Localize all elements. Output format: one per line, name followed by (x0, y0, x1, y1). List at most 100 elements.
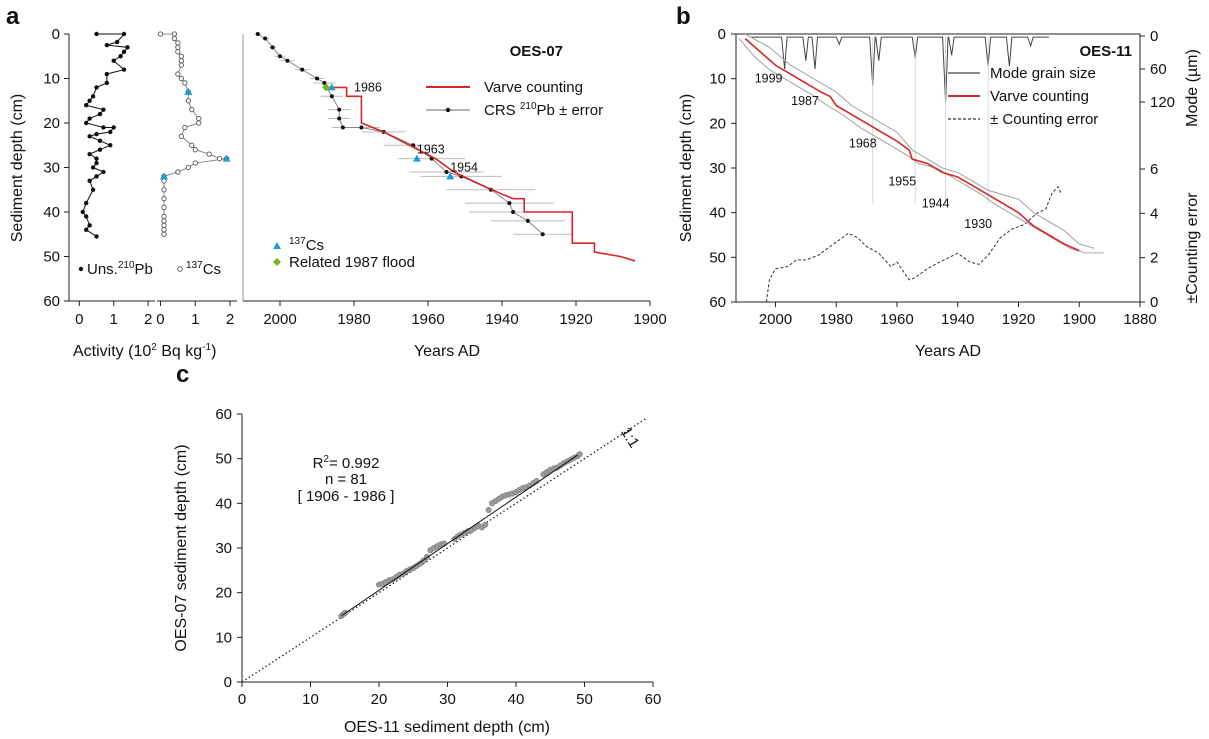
b-mode-tick-label: 120 (1150, 94, 1175, 111)
a-pb-point (84, 214, 89, 219)
b-year-label: 1968 (849, 136, 877, 150)
a-cs-point (161, 204, 167, 211)
c-r2-label: R2= 0.992 (313, 454, 380, 472)
a-pb-point (111, 125, 116, 130)
b-x-tick-label: 1880 (1123, 311, 1156, 328)
panel-a-core-label: OES-07 (510, 43, 563, 60)
a-legend-cs-label: 137Cs (186, 260, 221, 278)
a-cs-point (171, 31, 178, 37)
a-y-tick-label: 0 (52, 26, 60, 43)
a-cs-x-tick-label: 1 (191, 311, 199, 328)
a-years-x-tick-label: 1960 (411, 311, 444, 328)
b-counting-error-line (765, 185, 1062, 303)
a-crs-point (300, 67, 305, 72)
a-cs-point (192, 147, 198, 153)
a-cs-point (192, 160, 198, 166)
b-y-tick-label: 40 (709, 205, 726, 222)
a-cs-point (175, 40, 181, 46)
a-crs-point (255, 32, 260, 36)
a-y-tick-label: 50 (43, 249, 60, 266)
c-scatter-points (338, 451, 583, 619)
c-range-label: [ 1906 - 1986 ] (298, 488, 395, 505)
b-mode-grain-size-series (751, 36, 1049, 204)
a-cs-point (216, 155, 223, 162)
a-years-x-axis-title: Years AD (414, 343, 480, 360)
a-cs-point (161, 195, 167, 202)
a-pb-point (101, 125, 106, 130)
a-y-ticks: 0 10 20 30 40 50 60 (43, 26, 69, 310)
a-cs-point (185, 98, 191, 104)
a-cs-point (182, 124, 188, 131)
a-crs-point (340, 125, 345, 130)
a-pb-point (94, 85, 99, 90)
panel-c-letter: c (176, 361, 189, 388)
a-marker-points (322, 83, 455, 180)
b-year-label: 1999 (755, 72, 783, 86)
a-cs-point (206, 151, 212, 157)
c-one-to-one (241, 417, 647, 683)
c-x-tick-label: 30 (439, 691, 456, 708)
a-legend-crs-dot (445, 107, 451, 113)
b-legend-mode-label: Mode grain size (990, 65, 1096, 82)
a-pb-point (97, 147, 103, 152)
a-cs-point (196, 115, 202, 122)
b-error-axis-title: ±Counting error (1184, 192, 1201, 304)
b-y-axis-title: Sediment depth (cm) (678, 94, 695, 243)
a-years-x-ticks: 2000 1980 1960 1940 1920 1900 (263, 301, 667, 328)
a-crs-point (278, 54, 282, 59)
b-mode-line (751, 36, 1049, 103)
a-pb-point (84, 120, 89, 126)
a-pb-point (90, 165, 96, 170)
a-crs-point (540, 232, 545, 237)
a-cs137-peak-marker (222, 154, 231, 162)
a-crs-point (511, 210, 516, 214)
a-crs-point (329, 94, 334, 99)
b-error-tick-label: 0 (1150, 294, 1158, 311)
a-cs-line (160, 33, 227, 235)
b-x-tick-label: 1980 (820, 311, 853, 328)
a-pb-point (94, 156, 99, 161)
a-cs-point (185, 164, 191, 171)
a-cs-point (175, 169, 181, 175)
b-error-tick-label: 6 (1150, 161, 1158, 178)
c-y-tick-label: 60 (215, 406, 232, 423)
a-pb-point (87, 178, 92, 184)
a-pb-point (121, 49, 127, 54)
c-x-tick-label: 60 (645, 691, 662, 708)
b-y-tick-label: 30 (709, 160, 726, 177)
a-year-labels: 1986 1963 1954 (354, 80, 478, 174)
a-crs-point (315, 76, 319, 81)
a-y-axis-title: Sediment depth (cm) (9, 94, 26, 243)
a-pb-point (94, 131, 99, 137)
a-cs-point (178, 133, 184, 140)
b-counting-error-series (765, 185, 1062, 303)
a-crs-point (285, 58, 290, 63)
a-cs-point (171, 35, 178, 42)
a-legend-crs-label: CRS 210Pb ± error (484, 101, 603, 119)
a-pb-point (118, 54, 123, 59)
b-mode-axis-title: Mode (µm) (1184, 49, 1201, 127)
b-y-tick-label: 50 (709, 249, 726, 266)
a-years-x-tick-label: 1900 (633, 311, 666, 328)
b-x-tick-label: 2000 (759, 311, 792, 328)
a-cs-point (161, 187, 167, 193)
b-year-label: 1955 (888, 174, 916, 188)
a-cs-x-tick-label: 0 (156, 311, 164, 328)
a-pb-point (111, 58, 116, 63)
a-years-x-tick-label: 2000 (263, 311, 296, 328)
a-y-tick-label: 30 (43, 160, 60, 177)
a-pb-point (87, 151, 92, 157)
c-y-tick-label: 10 (215, 629, 232, 646)
a-cs-point (178, 58, 184, 64)
a-flood-marker (322, 83, 331, 92)
a-cs-x-tick-label: 2 (226, 311, 234, 328)
a-pb-point (121, 31, 127, 37)
b-x-ticks: 2000 1980 1960 1940 1920 1900 1880 (759, 302, 1157, 328)
a-pb-point (84, 103, 89, 108)
a-pb-point (87, 223, 92, 228)
panel-b-core-label: OES-11 (1079, 43, 1132, 60)
a-pb-point (97, 138, 103, 143)
a-pb-point (104, 71, 110, 77)
c-y-tick-label: 50 (215, 451, 232, 468)
